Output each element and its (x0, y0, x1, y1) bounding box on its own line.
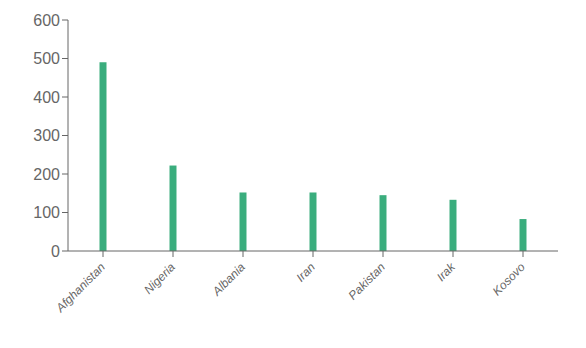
svg-text:600: 600 (33, 12, 60, 29)
svg-text:0: 0 (51, 243, 60, 260)
svg-text:300: 300 (33, 127, 60, 144)
svg-text:400: 400 (33, 89, 60, 106)
svg-text:Kosovo: Kosovo (490, 260, 528, 298)
svg-text:Nigeria: Nigeria (141, 260, 178, 297)
svg-text:Irak: Irak (434, 259, 459, 284)
svg-text:Afghanistan: Afghanistan (53, 260, 109, 316)
svg-text:Iran: Iran (293, 260, 318, 285)
svg-text:200: 200 (33, 166, 60, 183)
svg-text:500: 500 (33, 50, 60, 67)
svg-text:Albania: Albania (209, 260, 248, 299)
svg-text:100: 100 (33, 204, 60, 221)
svg-text:Pakistan: Pakistan (346, 260, 389, 303)
